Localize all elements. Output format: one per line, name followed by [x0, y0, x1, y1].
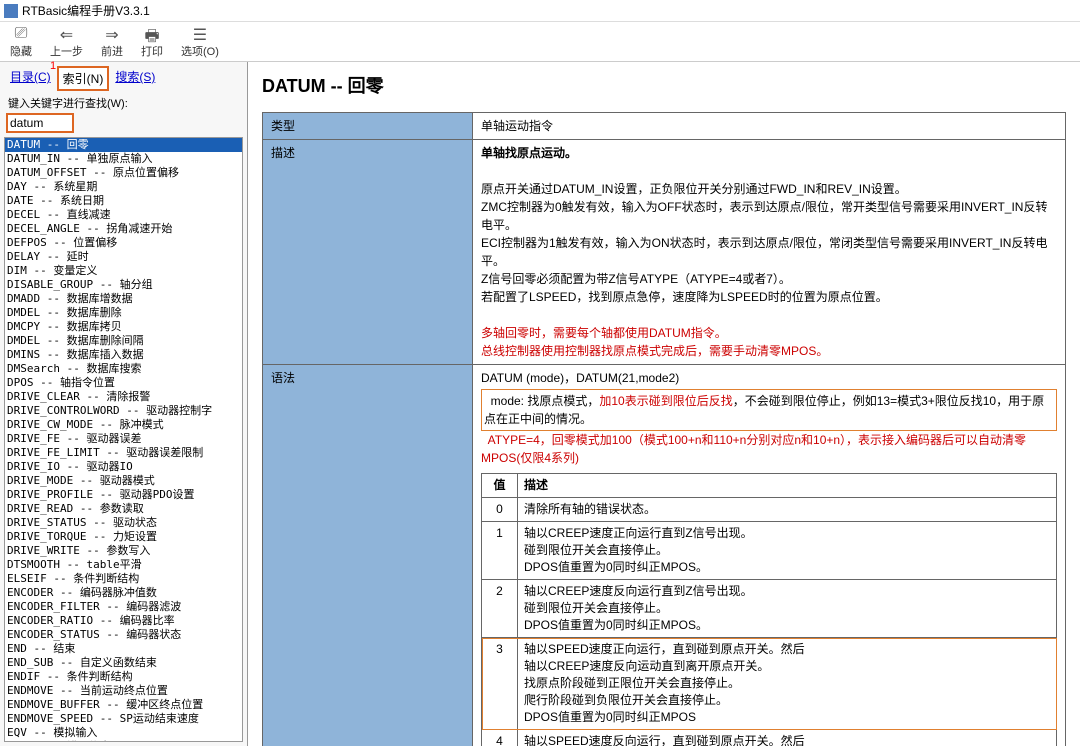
- index-item[interactable]: DRIVE_CONTROLWORD -- 驱动器控制字: [5, 404, 242, 418]
- index-item[interactable]: DATUM_OFFSET -- 原点位置偏移: [5, 166, 242, 180]
- mode-desc: 清除所有轴的错误状态。: [518, 498, 1057, 522]
- index-item[interactable]: END_SUB -- 自定义函数结束: [5, 656, 242, 670]
- index-item[interactable]: DMINS -- 数据库插入数据: [5, 348, 242, 362]
- tool-label: 选项(O): [181, 43, 219, 59]
- mode-desc: 轴以SPEED速度反向运行，直到碰到原点开关。然后轴以CREEP速度正向运动直到…: [518, 730, 1057, 746]
- index-item[interactable]: DRIVE_TORQUE -- 力矩设置: [5, 530, 242, 544]
- mode-val: 4: [482, 730, 518, 746]
- tool-label: 隐藏: [10, 43, 32, 59]
- index-item[interactable]: DATUM -- 回零: [5, 138, 242, 152]
- tool-上一步[interactable]: ⇐上一步: [50, 25, 83, 59]
- page-title: DATUM -- 回零: [262, 72, 1066, 98]
- search-input[interactable]: [6, 113, 74, 133]
- index-item[interactable]: DRIVE_CW_MODE -- 脉冲模式: [5, 418, 242, 432]
- atype-note: ATYPE=4，回零模式加100（模式100+n和110+n分别对应n和10+n…: [481, 431, 1057, 467]
- index-item[interactable]: DRIVE_FE -- 驱动器误差: [5, 432, 242, 446]
- index-item[interactable]: DPOS -- 轴指令位置: [5, 376, 242, 390]
- index-item[interactable]: DTSMOOTH -- table平滑: [5, 558, 242, 572]
- tool-icon: ⎚: [15, 25, 28, 43]
- mode-desc: 轴以SPEED速度正向运行，直到碰到原点开关。然后轴以CREEP速度反向运动直到…: [518, 638, 1057, 730]
- mode-desc: 轴以CREEP速度反向运行直到Z信号出现。碰到限位开关会直接停止。DPOS值重置…: [518, 580, 1057, 638]
- title-bar: RTBasic编程手册V3.3.1: [0, 0, 1080, 22]
- row-label: 类型: [263, 113, 473, 140]
- nav-tabs: 1 目录(C) 索引(N) 搜索(S): [0, 62, 247, 91]
- index-item[interactable]: ENDMOVE_SPEED -- SP运动结束速度: [5, 712, 242, 726]
- index-item[interactable]: DATE -- 系统日期: [5, 194, 242, 208]
- tab-search[interactable]: 搜索(S): [111, 66, 159, 91]
- index-item[interactable]: DRIVE_WRITE -- 参数写入: [5, 544, 242, 558]
- tool-icon: 🖶: [144, 25, 159, 43]
- index-item[interactable]: ENCODER_FILTER -- 编码器滤波: [5, 600, 242, 614]
- tool-选项(O)[interactable]: ☰选项(O): [181, 25, 219, 59]
- index-item[interactable]: ENDIF -- 条件判断结构: [5, 670, 242, 684]
- tool-label: 上一步: [50, 43, 83, 59]
- row-value: DATUM (mode)，DATUM(21,mode2) mode: 找原点模式…: [473, 365, 1066, 746]
- doc-table: 类型单轴运动指令描述单轴找原点运动。原点开关通过DATUM_IN设置，正负限位开…: [262, 112, 1066, 746]
- tool-打印[interactable]: 🖶打印: [141, 25, 163, 59]
- index-item[interactable]: ENDMOVE -- 当前运动终点位置: [5, 684, 242, 698]
- tool-label: 打印: [141, 43, 163, 59]
- tab-contents[interactable]: 目录(C): [6, 66, 55, 91]
- index-item[interactable]: DRIVE_PROFILE -- 驱动器PDO设置: [5, 488, 242, 502]
- row-value: 单轴找原点运动。原点开关通过DATUM_IN设置，正负限位开关分别通过FWD_I…: [473, 140, 1066, 365]
- index-item[interactable]: ERROR -- 错误信息: [5, 740, 242, 742]
- content-pane: DATUM -- 回零 类型单轴运动指令描述单轴找原点运动。原点开关通过DATU…: [248, 62, 1080, 746]
- toolbar: ⎚隐藏 ⇐上一步 ⇒前进 🖶打印 ☰选项(O): [0, 22, 1080, 62]
- index-item[interactable]: ENCODER -- 编码器脉冲值数: [5, 586, 242, 600]
- window-title: RTBasic编程手册V3.3.1: [22, 2, 150, 19]
- left-pane: 1 目录(C) 索引(N) 搜索(S) 键入关键字进行查找(W): 2 DATU…: [0, 62, 248, 746]
- mode-desc: 轴以CREEP速度正向运行直到Z信号出现。碰到限位开关会直接停止。DPOS值重置…: [518, 522, 1057, 580]
- index-item[interactable]: DIM -- 变量定义: [5, 264, 242, 278]
- marker-1: 1: [50, 60, 56, 72]
- index-item[interactable]: DRIVE_CLEAR -- 清除报警: [5, 390, 242, 404]
- index-item[interactable]: DMDEL -- 数据库删除: [5, 306, 242, 320]
- tab-index[interactable]: 索引(N): [57, 66, 110, 91]
- index-item[interactable]: DMSearch -- 数据库搜索: [5, 362, 242, 376]
- index-item[interactable]: ELSEIF -- 条件判断结构: [5, 572, 242, 586]
- index-item[interactable]: DECEL -- 直线减速: [5, 208, 242, 222]
- tool-icon: ☰: [193, 25, 207, 43]
- index-item[interactable]: DATUM_IN -- 单独原点输入: [5, 152, 242, 166]
- index-item[interactable]: DRIVE_FE_LIMIT -- 驱动器误差限制: [5, 446, 242, 460]
- index-item[interactable]: DRIVE_STATUS -- 驱动状态: [5, 516, 242, 530]
- index-item[interactable]: END -- 结束: [5, 642, 242, 656]
- mode-val: 1: [482, 522, 518, 580]
- tool-前进[interactable]: ⇒前进: [101, 25, 123, 59]
- mode-val: 0: [482, 498, 518, 522]
- index-item[interactable]: DAY -- 系统星期: [5, 180, 242, 194]
- index-item[interactable]: ENCODER_STATUS -- 编码器状态: [5, 628, 242, 642]
- row-label: 语法: [263, 365, 473, 746]
- row-label: 描述: [263, 140, 473, 365]
- index-item[interactable]: DEFPOS -- 位置偏移: [5, 236, 242, 250]
- index-list[interactable]: DATUM -- 回零DATUM_IN -- 单独原点输入DATUM_OFFSE…: [4, 137, 243, 742]
- index-item[interactable]: DMADD -- 数据库增数据: [5, 292, 242, 306]
- index-item[interactable]: ENDMOVE_BUFFER -- 缓冲区终点位置: [5, 698, 242, 712]
- th-val: 值: [482, 474, 518, 498]
- index-item[interactable]: DMDEL -- 数据库删除间隔: [5, 334, 242, 348]
- tool-icon: ⇐: [60, 25, 73, 43]
- index-item[interactable]: DRIVE_MODE -- 驱动器模式: [5, 474, 242, 488]
- tool-隐藏[interactable]: ⎚隐藏: [10, 25, 32, 59]
- mode-val: 3: [482, 638, 518, 730]
- index-item[interactable]: ENCODER_RATIO -- 编码器比率: [5, 614, 242, 628]
- tool-label: 前进: [101, 43, 123, 59]
- index-item[interactable]: DMCPY -- 数据库拷贝: [5, 320, 242, 334]
- index-item[interactable]: DRIVE_READ -- 参数读取: [5, 502, 242, 516]
- search-label: 键入关键字进行查找(W):: [0, 91, 247, 113]
- index-item[interactable]: DISABLE_GROUP -- 轴分组: [5, 278, 242, 292]
- th-desc: 描述: [518, 474, 1057, 498]
- index-item[interactable]: DRIVE_IO -- 驱动器IO: [5, 460, 242, 474]
- mode-note: mode: 找原点模式，加10表示碰到限位后反找，不会碰到限位停止，例如13=模…: [481, 389, 1057, 431]
- tool-icon: ⇒: [105, 25, 118, 43]
- index-item[interactable]: EQV -- 模拟输入: [5, 726, 242, 740]
- app-icon: [4, 4, 18, 18]
- row-value: 单轴运动指令: [473, 113, 1066, 140]
- index-item[interactable]: DELAY -- 延时: [5, 250, 242, 264]
- mode-table: 值描述0清除所有轴的错误状态。1轴以CREEP速度正向运行直到Z信号出现。碰到限…: [481, 473, 1057, 746]
- index-item[interactable]: DECEL_ANGLE -- 拐角减速开始: [5, 222, 242, 236]
- mode-val: 2: [482, 580, 518, 638]
